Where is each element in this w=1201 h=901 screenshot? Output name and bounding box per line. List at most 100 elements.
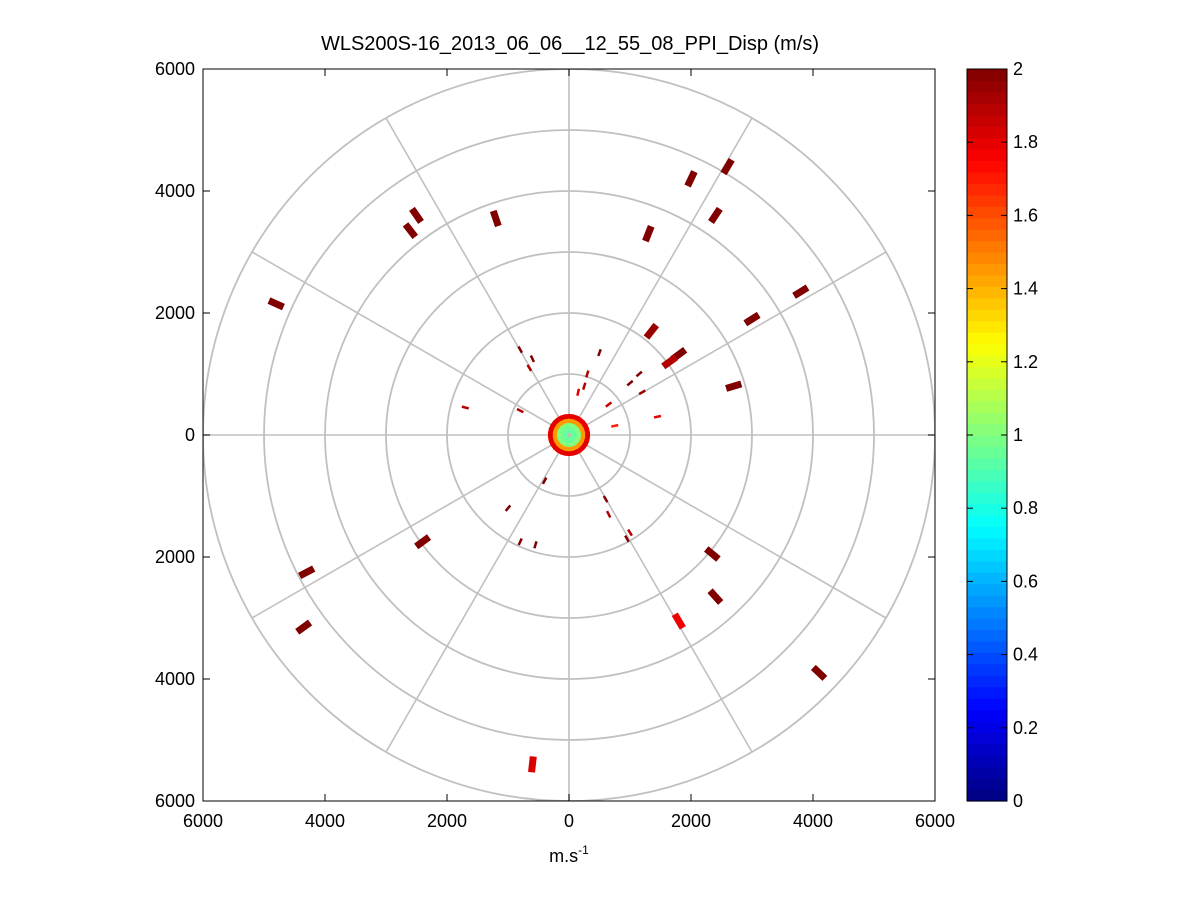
y-tick-label: 4000 (155, 181, 195, 201)
colorbar-band (967, 149, 1007, 162)
data-gate (643, 322, 660, 340)
colorbar-band (967, 446, 1007, 459)
axis-layer: 6000 4000 2000 0 2000 4000 6000600040002000020… (155, 59, 955, 831)
colorbar-band (967, 766, 1007, 779)
range-ring (324, 190, 814, 680)
colorbar-band (967, 103, 1007, 116)
data-gate (409, 206, 424, 224)
near-range-gate (561, 428, 569, 436)
colorbar-band (967, 263, 1007, 276)
data-gate (661, 354, 679, 370)
colorbar-tick-label: 1.2 (1013, 352, 1038, 372)
data-gate (295, 619, 313, 635)
colorbar-fill (967, 69, 1007, 802)
colorbar-band (967, 560, 1007, 573)
data-gate (298, 565, 316, 580)
colorbar-tick-label: 0.2 (1013, 718, 1038, 738)
colorbar-band (967, 91, 1007, 104)
data-layer (267, 157, 828, 773)
colorbar-band (967, 217, 1007, 230)
y-tick-label: 4000 (155, 669, 195, 689)
data-gate-small (602, 495, 609, 503)
colorbar-band (967, 618, 1007, 631)
colorbar-band (967, 537, 1007, 550)
colorbar-band (967, 480, 1007, 493)
data-gate (489, 209, 502, 228)
colorbar-band (967, 137, 1007, 150)
colorbar-band (967, 400, 1007, 413)
colorbar-band (967, 80, 1007, 93)
near-range-gate (579, 432, 586, 438)
near-range-gate (583, 435, 591, 442)
colorbar-band (967, 778, 1007, 791)
colorbar-band (967, 229, 1007, 242)
colorbar-tick-label: 1.4 (1013, 279, 1038, 299)
y-tick-label: 0 (185, 425, 195, 445)
colorbar-tick-label: 0 (1013, 791, 1023, 811)
data-gate-small (624, 534, 630, 543)
near-range-gate (569, 434, 577, 442)
colorbar-band (967, 183, 1007, 196)
range-ring (507, 373, 631, 497)
x-tick-label: 6000 (183, 811, 223, 831)
colorbar-band (967, 492, 1007, 505)
data-gate (792, 284, 810, 299)
colorbar-band (967, 160, 1007, 173)
data-gate-small (461, 405, 470, 410)
colorbar-band (967, 240, 1007, 253)
x-tick-label: 6000 (915, 811, 955, 831)
colorbar-band (967, 732, 1007, 745)
colorbar-band (967, 515, 1007, 528)
colorbar-band (967, 698, 1007, 711)
colorbar-band (967, 675, 1007, 688)
data-gate (743, 311, 761, 327)
colorbar-band (967, 354, 1007, 367)
data-gate-small (638, 389, 646, 396)
data-gate (402, 222, 419, 240)
colorbar-band (967, 595, 1007, 608)
colorbar-band (967, 171, 1007, 184)
colorbar-band (967, 720, 1007, 733)
colorbar-band (967, 663, 1007, 676)
data-gate-small (576, 388, 581, 397)
colorbar-band (967, 469, 1007, 482)
colorbar-band (967, 652, 1007, 665)
data-gate (414, 534, 432, 550)
colorbar-band (967, 252, 1007, 265)
colorbar-band (967, 412, 1007, 425)
colorbar-tick-label: 1.6 (1013, 205, 1038, 225)
data-gate-small (653, 414, 662, 419)
x-tick-label: 4000 (793, 811, 833, 831)
colorbar-band (967, 69, 1007, 82)
chart-title: WLS200S-16_2013_06_06__12_55_08_PPI_Disp… (321, 33, 819, 55)
colorbar-band (967, 789, 1007, 802)
colorbar-band (967, 320, 1007, 333)
data-gate-small (585, 370, 590, 378)
colorbar-band (967, 743, 1007, 756)
x-axis-label-superscript: -1 (578, 843, 589, 857)
colorbar-band (967, 377, 1007, 390)
data-gate-small (516, 407, 524, 414)
data-gate-small (597, 348, 602, 357)
data-gate (708, 206, 723, 224)
colorbar-band (967, 297, 1007, 310)
data-gate (528, 756, 537, 773)
colorbar-band (967, 709, 1007, 722)
colorbar-band (967, 629, 1007, 642)
colorbar-band (967, 755, 1007, 768)
colorbar-band (967, 606, 1007, 619)
colorbar-band (967, 583, 1007, 596)
data-gate-small (611, 423, 619, 428)
near-range-gate (571, 432, 577, 438)
colorbar-band (967, 194, 1007, 207)
data-gate-small (627, 528, 633, 537)
data-gate-small (517, 537, 523, 546)
colorbar-band (967, 435, 1007, 448)
colorbar-tick-label: 0.6 (1013, 571, 1038, 591)
colorbar-band (967, 114, 1007, 127)
colorbar: 0 0.2 0.4 0.6 0.8 1 1.2 1.4 1.6 1.8 2 (966, 59, 1038, 811)
colorbar-band (967, 332, 1007, 345)
colorbar-band (967, 526, 1007, 539)
colorbar-band (967, 457, 1007, 470)
y-tick-label: 2000 (155, 547, 195, 567)
